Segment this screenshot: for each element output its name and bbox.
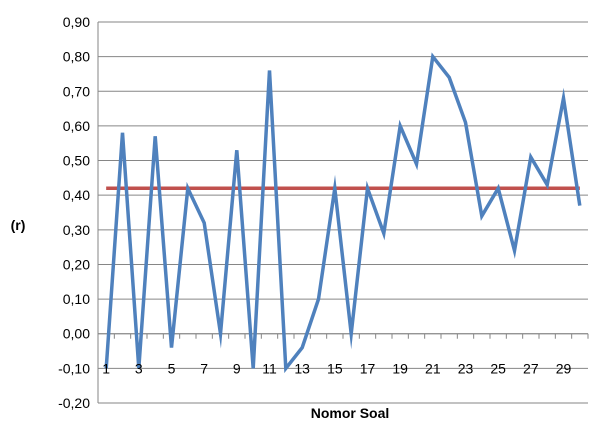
data-point (562, 96, 566, 100)
y-tick-label: 0,40 (63, 187, 90, 203)
data-point (447, 75, 451, 79)
x-tick-label: 17 (360, 360, 376, 376)
data-point (219, 332, 223, 336)
data-point (398, 124, 402, 128)
x-tick-label: 13 (294, 360, 310, 376)
y-tick-label: -0,10 (58, 360, 90, 376)
data-point (382, 231, 386, 235)
x-tick-label: 1 (102, 360, 110, 376)
x-tick-label: 11 (262, 360, 277, 376)
y-tick-label: 0,20 (63, 256, 90, 272)
x-tick-label: 9 (233, 360, 241, 376)
data-point (496, 186, 500, 190)
data-point (153, 134, 157, 138)
x-axis-title: Nomor Soal (311, 405, 390, 421)
data-point (170, 346, 174, 350)
data-point (186, 186, 190, 190)
data-point (513, 249, 517, 253)
y-tick-label: 0,70 (63, 83, 90, 99)
x-tick-label: 5 (168, 360, 176, 376)
y-tick-label: 0,80 (63, 49, 90, 65)
series-group (104, 52, 582, 374)
data-point (415, 162, 419, 166)
tick-labels: -0,20 -0,10 0,00 0,10 0,20 0,30 0,40 0,50 0,60 0,… (58, 14, 571, 411)
data-point (251, 366, 255, 370)
y-tick-label: 0,00 (63, 326, 90, 342)
y-tick-label: 0,10 (63, 291, 90, 307)
data-point (431, 55, 435, 59)
data-point (366, 186, 370, 190)
x-tick-label: 23 (458, 360, 474, 376)
x-tick-label: 29 (556, 360, 572, 376)
y-tick-label: 0,50 (63, 153, 90, 169)
data-point (349, 332, 353, 336)
y-tick-label: -0,20 (58, 395, 90, 411)
data-point (578, 204, 582, 208)
x-tick-label: 27 (523, 360, 539, 376)
data-point (284, 366, 288, 370)
data-point (268, 68, 272, 72)
data-point (529, 155, 533, 159)
y-axis-title: (r) (11, 217, 26, 233)
data-point (464, 120, 468, 124)
x-tick-label: 19 (392, 360, 408, 376)
x-tick-label: 3 (135, 360, 143, 376)
axes (97, 22, 589, 403)
data-point (480, 214, 484, 218)
y-tick-label: 0,30 (63, 222, 90, 238)
x-tick-label: 25 (490, 360, 506, 376)
x-tick-label: 7 (200, 360, 208, 376)
y-tick-label: 0,90 (63, 14, 90, 30)
data-point (121, 131, 125, 135)
data-point (317, 297, 321, 301)
x-tick-label: 21 (425, 360, 441, 376)
x-tick-label: 15 (327, 360, 343, 376)
data-point (545, 183, 549, 187)
y-tick-label: 0,60 (63, 118, 90, 134)
data-point (300, 346, 304, 350)
series-line (104, 52, 582, 374)
data-point (235, 148, 239, 152)
data-point (333, 186, 337, 190)
data-point (202, 221, 206, 225)
